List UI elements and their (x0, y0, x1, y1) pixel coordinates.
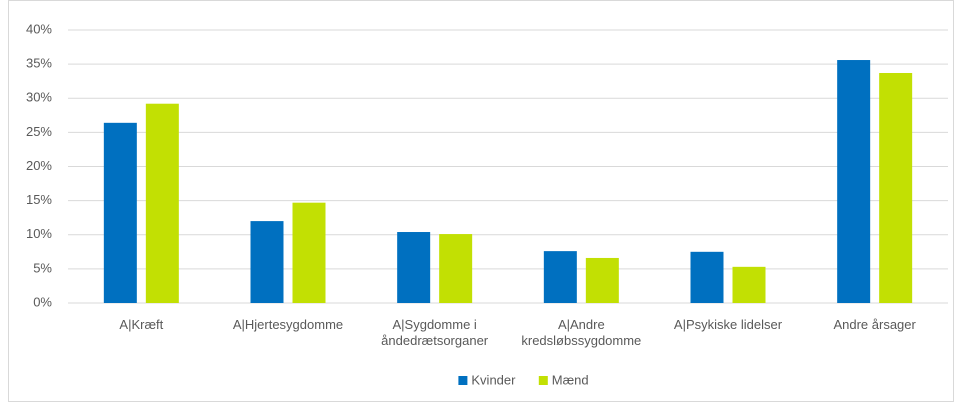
bar (879, 72, 913, 303)
y-tick-label: 20% (26, 158, 52, 173)
bar (397, 232, 431, 303)
x-tick-label: A|Hjertesygdomme (232, 317, 344, 332)
legend-label: Mænd (552, 372, 589, 387)
bar (585, 257, 619, 303)
bar (292, 202, 326, 303)
y-tick-label: 5% (33, 260, 52, 275)
y-tick-label: 30% (26, 90, 52, 105)
bar (543, 251, 577, 303)
y-tick-label: 10% (26, 226, 52, 241)
legend-label: Kvinder (471, 372, 516, 387)
x-tick-label: A|Kræft (119, 317, 164, 332)
x-tick-label: A|Andre kredsløbssygdomme (521, 317, 642, 348)
bar (439, 234, 473, 303)
bar (732, 266, 766, 303)
y-tick-label: 40% (26, 21, 52, 36)
y-tick-label: 25% (26, 124, 52, 139)
y-tick-label: 15% (26, 192, 52, 207)
legend-swatch (538, 376, 548, 385)
bar (837, 60, 871, 303)
x-tick-label: A|Psykiske lidelser (673, 317, 783, 332)
bar (690, 251, 724, 303)
bar (250, 221, 284, 303)
legend-swatch (458, 376, 468, 385)
x-tick-label: A|Sygdomme i åndedrætsorganer (381, 317, 489, 348)
x-tick-label: Andre årsager (833, 317, 916, 332)
bar (103, 122, 137, 303)
y-tick-label: 35% (26, 56, 52, 71)
bar (145, 103, 179, 304)
y-tick-label: 0% (33, 294, 52, 309)
